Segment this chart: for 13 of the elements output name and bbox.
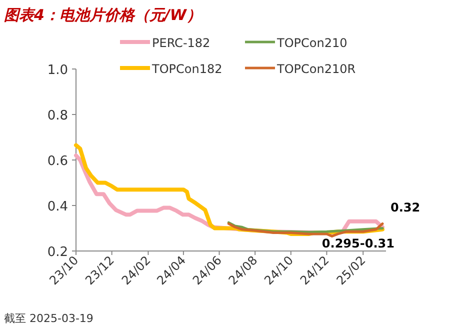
y-tick-label: 0.6	[47, 154, 68, 169]
y-tick-label: 0.8	[47, 108, 68, 124]
y-tick-label: 1.0	[47, 63, 68, 78]
text: 截至 2025-03-19	[4, 312, 94, 325]
legend-label: TOPCon210	[276, 36, 348, 50]
y-tick-label: 0.2	[47, 245, 68, 260]
legend-label: TOPCon210R	[276, 62, 356, 76]
y-tick-label: 0.4	[47, 200, 68, 214]
annotation: 0.32	[390, 200, 420, 215]
annotation: 0.295-0.31	[322, 236, 394, 250]
legend-label: PERC-182	[152, 36, 210, 50]
legend-label: TOPCon182	[151, 62, 222, 76]
chart-title: 图表4：电池片价格（元/W）	[4, 6, 202, 24]
